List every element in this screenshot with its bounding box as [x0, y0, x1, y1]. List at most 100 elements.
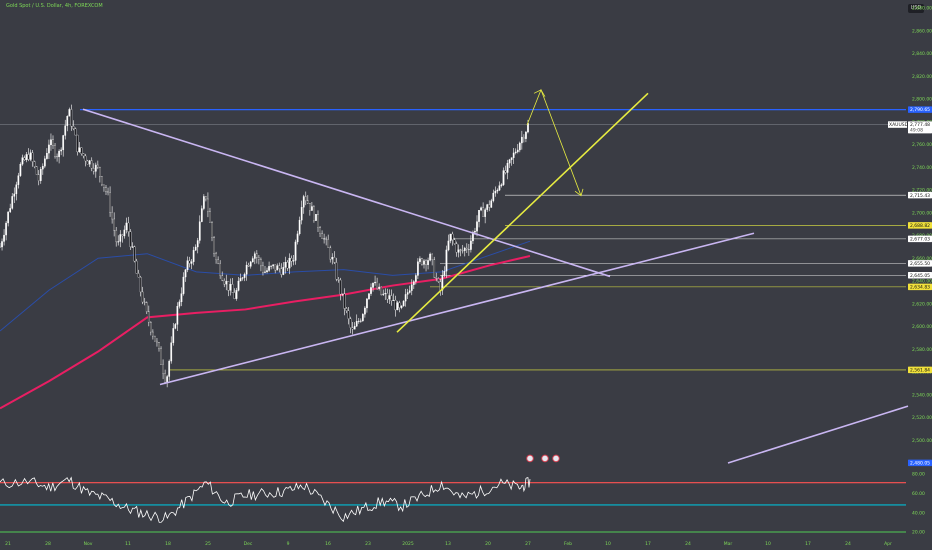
candle	[205, 196, 207, 200]
candle	[200, 208, 203, 222]
candle	[488, 204, 491, 208]
candle	[280, 268, 283, 275]
price-tick-label: 2,700.00	[912, 210, 932, 216]
price-tick-label: 2,720.00	[912, 188, 932, 194]
price-tick-label: 2,500.00	[912, 438, 932, 444]
candle	[121, 234, 124, 237]
candle	[27, 154, 30, 160]
time-tick-label: Dec	[244, 541, 253, 547]
candle	[276, 265, 279, 271]
candle	[423, 260, 425, 265]
price-tag[interactable]	[908, 235, 932, 243]
time-tick-label: 18	[165, 541, 171, 547]
price-tag-label: 2,715.43	[910, 193, 930, 199]
candle	[331, 257, 334, 260]
price-axis[interactable]: 2,880.00 2,860.00 2,840.00 2,820.00 2,800.00…	[888, 6, 932, 467]
candle	[270, 265, 272, 267]
rsi-pane[interactable]: 80.00 60.00 40.00 20.00	[0, 472, 925, 536]
candle	[455, 243, 458, 253]
candle	[135, 260, 138, 274]
candle	[339, 279, 342, 295]
candle	[90, 160, 93, 169]
candle	[302, 196, 305, 208]
descending-trendline[interactable]	[82, 108, 611, 278]
price-tag-label: 2,777.48	[910, 122, 930, 128]
candle	[325, 238, 328, 240]
time-tick-label: 9	[287, 541, 290, 547]
candle	[268, 266, 270, 271]
time-tick-label: 21	[5, 541, 11, 547]
event-icon[interactable]	[552, 454, 560, 463]
candle	[29, 152, 32, 160]
candle	[198, 221, 201, 241]
candle	[516, 149, 519, 153]
candle	[408, 290, 411, 293]
candle	[162, 364, 164, 374]
price-tag[interactable]	[908, 260, 932, 267]
time-tick-label: 10	[765, 541, 771, 547]
candle	[525, 131, 527, 139]
candle	[502, 170, 505, 185]
candle	[37, 174, 40, 181]
candle	[384, 293, 387, 295]
candle	[478, 210, 480, 222]
candle	[258, 257, 260, 260]
candle	[353, 325, 356, 330]
candle	[335, 262, 338, 280]
candle	[52, 139, 54, 146]
candle	[306, 200, 309, 204]
candle	[41, 166, 44, 170]
price-tag[interactable]	[908, 271, 932, 279]
candle	[152, 331, 154, 337]
time-tick-label: 11	[125, 541, 131, 547]
yellow-trendline[interactable]	[396, 92, 649, 333]
candle	[209, 211, 211, 223]
price-tag[interactable]	[908, 459, 932, 467]
candle	[70, 109, 73, 127]
candle	[262, 265, 264, 273]
candle	[435, 276, 438, 279]
event-icon[interactable]	[526, 454, 534, 463]
price-tag[interactable]	[908, 121, 932, 134]
candle	[374, 281, 376, 284]
projected-trendline[interactable]	[727, 405, 909, 464]
candle	[111, 212, 113, 220]
time-tick-label: 28	[45, 541, 51, 547]
candle	[166, 376, 169, 383]
candle	[39, 169, 42, 181]
main-pane[interactable]	[0, 88, 909, 464]
ma-slow-line	[0, 240, 531, 332]
candle	[0, 246, 1, 248]
price-tag[interactable]	[908, 283, 932, 291]
candle	[211, 222, 213, 238]
price-tag[interactable]	[908, 222, 932, 229]
currency-button[interactable]: USD	[908, 4, 924, 13]
projection-path[interactable]	[526, 88, 582, 196]
candle	[76, 134, 79, 153]
candle	[447, 240, 450, 251]
price-tick-label: 2,820.00	[912, 74, 932, 80]
ascending-trendline[interactable]	[159, 232, 755, 386]
candle	[476, 221, 478, 232]
candle	[470, 240, 472, 250]
price-tick-label: 2,800.00	[912, 97, 932, 103]
candle	[433, 259, 436, 278]
time-axis[interactable]: 21 28 Nov 11 18 25 Dec 9 16 23 2025 13 20 27 Feb 10 17 24…	[5, 541, 892, 547]
event-icon[interactable]	[541, 454, 549, 463]
candle	[520, 136, 523, 144]
rsi-line	[0, 476, 531, 523]
candle	[94, 164, 97, 172]
candle	[323, 238, 325, 240]
candle	[78, 147, 81, 153]
price-tick-label: 2,520.00	[912, 415, 932, 421]
price-tag[interactable]	[908, 106, 932, 113]
price-tag[interactable]	[908, 366, 932, 374]
candle	[514, 151, 517, 154]
candle	[66, 116, 69, 126]
candle	[298, 219, 301, 235]
candle	[329, 247, 332, 260]
candle	[141, 291, 144, 303]
price-tag[interactable]	[908, 191, 932, 199]
candle	[486, 204, 489, 210]
